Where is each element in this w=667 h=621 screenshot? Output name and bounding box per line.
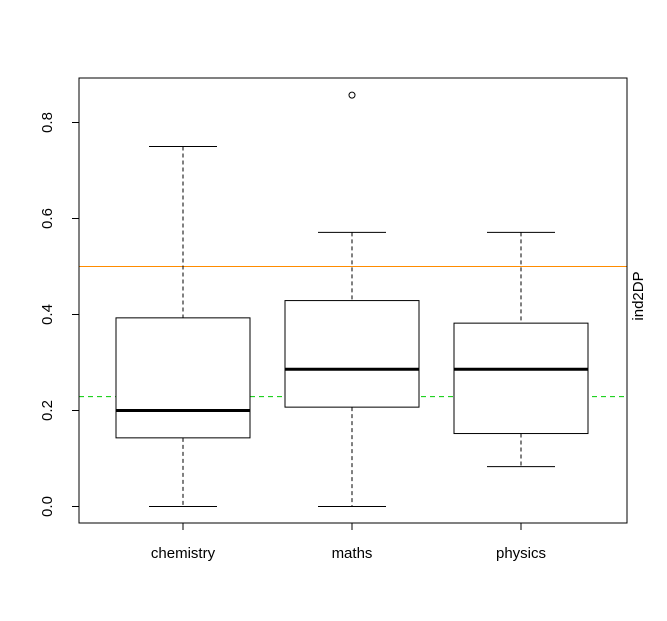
y-tick-label: 0.6 xyxy=(39,208,56,229)
y-tick-label: 0.8 xyxy=(39,112,56,133)
right-axis-label: ind2DP xyxy=(630,271,647,320)
box-body xyxy=(284,300,420,408)
outlier-point xyxy=(348,91,356,99)
box-body xyxy=(115,317,251,439)
box-chemistry xyxy=(115,146,251,507)
x-tick-label: physics xyxy=(496,545,546,562)
y-tick-label: 0.4 xyxy=(39,304,56,325)
y-tick-label: 0.2 xyxy=(39,400,56,421)
plot-frame xyxy=(78,77,628,524)
box-body xyxy=(453,322,589,435)
box-physics xyxy=(453,231,589,468)
box-maths xyxy=(284,91,420,507)
x-tick-label: maths xyxy=(332,545,373,562)
y-tick-label: 0.0 xyxy=(39,496,56,517)
x-tick-label: chemistry xyxy=(151,545,216,562)
